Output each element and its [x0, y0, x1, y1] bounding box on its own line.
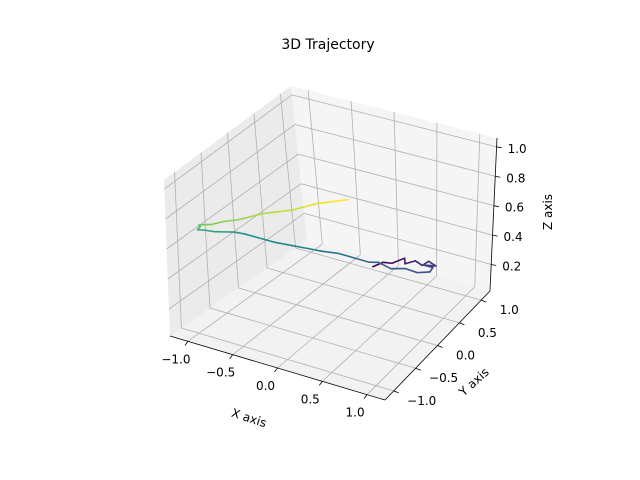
y-axis-label: Y axis: [455, 365, 491, 400]
x-axis-label: X axis: [230, 406, 269, 430]
y-tick-mark: [481, 299, 487, 303]
trajectory-segment: [315, 200, 333, 205]
trajectory-segment: [422, 264, 434, 269]
tick-labels: −1.0−0.50.00.51.0−1.0−0.50.00.51.00.20.4…: [161, 142, 526, 420]
trajectory-segment: [290, 244, 310, 250]
z-grid-line: [294, 124, 496, 177]
y-grid-line: [181, 327, 394, 392]
y-tick-label: −1.0: [407, 394, 436, 408]
trajectory-segment: [337, 252, 355, 259]
trajectory-segment: [404, 267, 419, 274]
y-tick-label: −0.5: [429, 371, 458, 385]
z-grid-line: [166, 153, 299, 250]
left-pane: [164, 86, 307, 336]
y-tick-label: 1.0: [500, 303, 519, 317]
x-tick-mark: [318, 381, 323, 386]
y-tick-mark: [415, 367, 421, 371]
z-tick-label: 0.4: [504, 230, 523, 244]
y-tick-label: 0.0: [456, 349, 475, 363]
trajectory-segment: [244, 233, 260, 239]
y-tick-mark: [459, 322, 465, 326]
grid-lines: [164, 90, 497, 395]
z-tick-label: 0.8: [506, 171, 525, 185]
z-tick-label: 0.6: [505, 201, 524, 215]
z-grid-line: [168, 213, 305, 310]
z-tick-mark: [492, 234, 498, 237]
trajectory-segment: [222, 218, 240, 223]
trajectory-segment: [331, 198, 349, 203]
x-tick-mark: [363, 394, 368, 399]
trajectory-segment: [319, 250, 340, 255]
z-grid-line: [304, 212, 492, 265]
z-tick-label: 0.2: [502, 260, 521, 274]
z-tick-label: 1.0: [508, 142, 527, 156]
x-grid-line: [307, 90, 323, 245]
trajectory-segment: [249, 212, 263, 218]
trajectory-segment: [382, 261, 393, 265]
trajectory-segment: [377, 261, 392, 270]
trajectory-segment: [276, 208, 295, 213]
y-grid-line: [253, 113, 268, 269]
z-tick-mark: [495, 175, 501, 178]
z-axis-line: [489, 137, 498, 292]
trajectory-segment: [429, 266, 434, 273]
trajectory-segment: [210, 220, 224, 226]
x-tick-label: −0.5: [206, 366, 235, 380]
trajectory-segment: [233, 231, 246, 235]
z-grid-line: [164, 94, 293, 190]
y-grid-line: [266, 267, 460, 324]
y-grid-line: [209, 307, 416, 369]
trajectory-segment: [238, 215, 252, 221]
x-tick-mark: [274, 367, 278, 373]
axis-panes: [164, 86, 497, 400]
trajectory-segment: [303, 202, 317, 208]
x-tick-mark: [229, 354, 234, 359]
trajectory-segment: [307, 247, 322, 252]
trajectory-segment: [353, 257, 370, 264]
x-grid-line: [393, 111, 399, 266]
trajectory-segment: [257, 236, 275, 243]
trajectory-segment: [292, 205, 306, 211]
y-grid-line: [174, 172, 182, 329]
y-grid-line: [238, 287, 438, 346]
x-tick-mark: [184, 341, 189, 346]
trajectory-line: [196, 198, 437, 274]
z-grid-line: [291, 94, 497, 148]
y-tick-mark: [393, 390, 399, 394]
trajectory-segment: [404, 260, 417, 265]
back-pane: [291, 86, 497, 291]
z-grid-line: [301, 183, 493, 236]
trajectory-segment: [391, 257, 406, 265]
z-grid-line: [165, 124, 296, 220]
z-grid-line: [297, 153, 495, 207]
y-grid-line: [280, 93, 296, 249]
y-tick-mark: [437, 345, 443, 348]
z-tick-mark: [491, 264, 497, 266]
trajectory-segment: [414, 260, 424, 267]
chart-title: 3D Trajectory: [281, 37, 374, 53]
trajectory-segment: [198, 229, 207, 232]
y-grid-line: [227, 132, 239, 289]
z-axis-label: Z axis: [541, 194, 555, 230]
trajectory-segment: [260, 210, 279, 215]
x-grid-line: [474, 133, 481, 287]
y-tick-label: 0.5: [478, 326, 497, 340]
z-tick-mark: [493, 205, 499, 208]
x-grid-line: [350, 101, 361, 255]
y-grid-line: [295, 247, 482, 301]
trajectory-segment: [416, 271, 431, 274]
x-tick-label: 0.5: [301, 392, 320, 406]
x-tick-label: −1.0: [161, 352, 190, 366]
x-tick-label: 0.0: [256, 379, 275, 393]
z-tick-mark: [496, 146, 502, 149]
trajectory-segment: [205, 229, 216, 233]
trajectory-segment: [273, 241, 293, 247]
x-tick-label: 1.0: [346, 406, 365, 420]
